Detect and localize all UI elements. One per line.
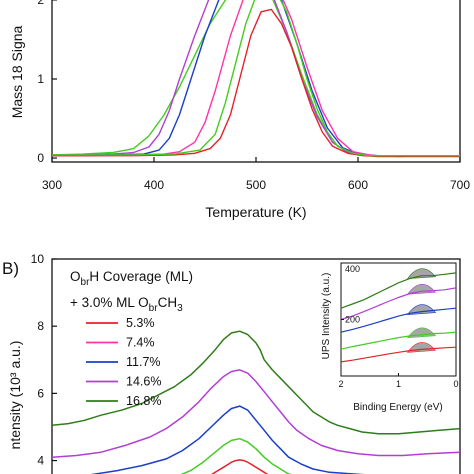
panel-a-x-tick-label-1: 400 [144, 178, 164, 192]
panel-a-series-5 [52, 0, 460, 157]
panel-b-series-1 [52, 369, 460, 458]
inset-x-axis-label: Binding Energy (eV) [353, 402, 443, 413]
panel-b-label: B) [2, 259, 19, 278]
panel-b-y-axis-label: ntensity (10³ a.u.) [7, 341, 23, 450]
panel-b-series-0 [52, 330, 460, 435]
inset-y-axis-label: UPS Intensity (a.u.) [321, 273, 332, 360]
panel-b-series-3 [180, 437, 293, 474]
inset-x-tick-label-1: 1 [396, 379, 401, 389]
panel-a-y-tick-label-1: 1 [37, 72, 44, 86]
legend-label-4: 16.8% [126, 394, 161, 408]
inset-series [340, 268, 457, 363]
panel-a-x-tick-label-3: 600 [348, 178, 368, 192]
panel-b-series [52, 330, 460, 474]
panel-a-series-2 [52, 0, 460, 157]
panel-a-series-4 [52, 8, 460, 158]
inset-x-tick-label-2: 0 [453, 379, 458, 389]
inset-frame [340, 262, 457, 377]
panel-b-y-tick-label-3: 10 [31, 252, 45, 266]
legend-label-2: 11.7% [126, 355, 161, 369]
panel-a-x-tick-label-4: 700 [450, 178, 470, 192]
inset: 2 1 0 200 400 Binding Energy (eV) UPS Intens… [321, 262, 459, 413]
inset-series-2 [340, 307, 457, 333]
panel-a-x-axis-label: Temperature (K) [205, 204, 306, 220]
panel-b-y-tick-label-0: 4 [37, 454, 44, 468]
inset-series-3 [340, 331, 457, 350]
inset-series-4 [340, 346, 457, 363]
inset-series-0 [340, 272, 457, 309]
panel-b-y-tick-label-1: 6 [37, 386, 44, 400]
panel-a-y-tick-label-0: 0 [37, 151, 44, 165]
panel-a-x-tick-label-0: 300 [42, 178, 62, 192]
panel-b-legend: ObrH Coverage (ML) + 3.0% ML ObrCH3 5.3%… [70, 269, 193, 408]
panel-a-y-tick-label-2: 2 [37, 0, 44, 7]
inset-y-tick-label-2: 400 [345, 264, 360, 274]
inset-y-tick-label-1: 200 [345, 315, 360, 325]
panel-a-y-ticks: 0 1 2 [37, 0, 57, 165]
panel-a-x-tick-label-2: 500 [246, 178, 266, 192]
panel-a-series [52, 0, 460, 158]
panel-a: 300 400 500 600 700 0 1 2 Temperature (K) Mass… [9, 0, 470, 220]
legend-label-1: 7.4% [126, 336, 155, 350]
panel-b-series-2 [90, 405, 365, 474]
panel-a-y-axis-label: Mass 18 Signa [9, 25, 25, 118]
inset-series-1 [340, 287, 457, 321]
panel-b-y-tick-label-2: 8 [37, 319, 44, 333]
inset-peak-1 [406, 284, 437, 295]
legend-entries: 5.3% 7.4% 11.7% 14.6% 16.8% [86, 316, 161, 408]
legend-label-0: 5.3% [126, 316, 155, 330]
panel-b-frame [51, 258, 461, 474]
panel-b-y-ticks: 4 6 8 10 [31, 252, 57, 468]
inset-ticks: 2 1 0 200 400 [338, 262, 459, 389]
legend-title: ObrH Coverage (ML) [70, 269, 193, 288]
legend-subtitle: + 3.0% ML ObrCH3 [70, 295, 183, 314]
panel-b-series-4 [211, 459, 269, 474]
legend-label-3: 14.6% [126, 375, 161, 389]
panel-a-x-ticks: 300 400 500 600 700 [42, 157, 470, 192]
inset-x-tick-label-0: 2 [338, 379, 343, 389]
